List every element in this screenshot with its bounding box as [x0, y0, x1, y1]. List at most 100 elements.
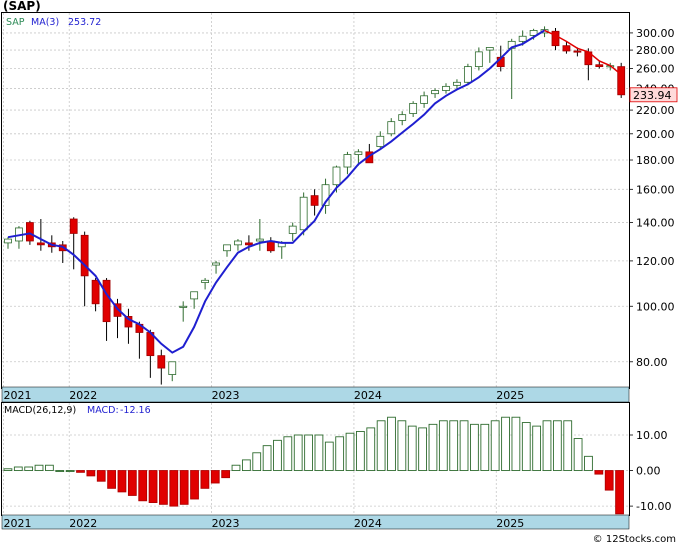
macd-bar-positive — [273, 439, 282, 472]
macd-bar-positive — [407, 425, 417, 472]
macd-bar-negative — [200, 470, 210, 489]
macd-bar-positive — [3, 468, 13, 472]
price-tick-label: 180.00 — [636, 154, 675, 167]
macd-bar-positive — [542, 420, 552, 472]
macd-bar-positive — [470, 423, 479, 472]
x-tick-label: 2024 — [354, 517, 382, 530]
legend-macd-label: MACD: — [87, 405, 119, 416]
macd-x-axis-band — [1, 514, 630, 530]
macd-bar-positive — [45, 464, 54, 472]
chart-title: (SAP) — [3, 0, 41, 13]
macd-bar-positive — [573, 438, 583, 472]
candle-body — [442, 85, 450, 91]
macd-bar-positive — [521, 422, 531, 472]
x-tick-label: 2022 — [69, 517, 97, 530]
macd-bar-positive — [449, 420, 459, 472]
macd-bar-negative — [169, 470, 179, 507]
candle-up — [299, 192, 308, 236]
macd-bar-negative — [107, 470, 116, 489]
price-tick-label: 200.00 — [636, 128, 675, 141]
macd-bar-negative — [159, 470, 168, 505]
macd-bar-positive — [563, 420, 573, 472]
candle-body — [518, 35, 527, 42]
candle-body — [102, 279, 111, 323]
candle-body — [201, 279, 210, 283]
candle-body — [168, 361, 177, 375]
macd-bar-positive — [511, 416, 521, 472]
candle-body — [398, 114, 407, 121]
candle-up — [474, 47, 483, 71]
macd-bar-negative — [127, 470, 137, 496]
candle-body — [234, 240, 242, 246]
macd-bar-negative — [615, 470, 624, 515]
candle-up — [431, 88, 439, 98]
candle-up — [463, 63, 472, 86]
candle-up — [420, 91, 429, 108]
macd-bar-positive — [459, 420, 469, 472]
legend-ma3: MA(3) — [31, 17, 59, 28]
candle-up — [387, 118, 396, 137]
price-tick-label: 140.00 — [636, 217, 675, 230]
macd-bar-negative — [210, 470, 220, 484]
price-tick-label: 120.00 — [636, 255, 675, 268]
price-grid — [2, 13, 629, 388]
candle-body — [551, 30, 560, 47]
candle-up — [201, 278, 210, 290]
price-tick-label: 80.00 — [636, 356, 668, 369]
candle-up — [234, 239, 242, 251]
x-tick-label: 2021 — [4, 389, 32, 402]
legend-sap: SAP — [6, 17, 25, 28]
candle-body — [36, 242, 45, 246]
price-x-axis-band — [1, 386, 630, 403]
candle-body — [474, 51, 483, 68]
candle-body — [409, 102, 418, 114]
candle-body — [157, 355, 166, 369]
candle-up — [409, 101, 418, 117]
macd-bar-positive — [231, 464, 241, 472]
macd-tick-label: 0.00 — [636, 465, 661, 478]
x-axis-labels: 2021 2021 2022 2022 2023 2023 2024 2024 2025 2025 — [4, 389, 525, 530]
macd-bar-positive — [314, 434, 324, 472]
candle-up — [343, 151, 352, 175]
macd-bar-positive — [584, 455, 593, 472]
ma3-line — [7, 29, 546, 354]
macd-bar-positive — [532, 425, 542, 472]
candle-body — [310, 195, 319, 206]
candle-body — [376, 135, 385, 147]
legend-macd-value: -12.16 — [120, 405, 151, 416]
candle-up — [179, 301, 188, 322]
macd-bar-negative — [86, 470, 96, 477]
candle-body — [529, 30, 538, 36]
macd-bar-positive — [552, 420, 562, 472]
candle-down — [157, 349, 166, 385]
macd-bar-positive — [293, 434, 303, 472]
candle-down — [91, 278, 100, 312]
macd-bar-negative — [117, 470, 127, 493]
candle-body — [354, 151, 363, 155]
candle-body — [562, 45, 571, 52]
macd-bar-negative — [604, 470, 614, 491]
candle-body — [453, 81, 461, 86]
x-tick-label: 2022 — [69, 389, 97, 402]
candle-down — [244, 235, 253, 251]
candle-body — [387, 121, 396, 135]
candle-body — [223, 244, 231, 252]
candle-body — [332, 166, 341, 186]
candle-body — [212, 262, 220, 266]
macd-bar-positive — [283, 436, 293, 472]
candle-up — [212, 260, 220, 274]
macd-bar-negative — [96, 470, 106, 482]
macd-tick-label: 10.00 — [636, 429, 668, 442]
macd-bar-positive — [324, 441, 334, 472]
macd-bar-positive — [335, 436, 345, 472]
candle-body — [420, 95, 429, 104]
macd-legend: MACD(26,12,9) MACD: -12.16 — [4, 405, 151, 416]
candle-body — [343, 154, 352, 168]
candle-body — [266, 240, 275, 252]
candle-body — [431, 90, 439, 95]
candle-up — [255, 219, 264, 251]
candle-up — [398, 111, 407, 126]
x-tick-label: 2023 — [212, 389, 240, 402]
candle-down — [595, 60, 604, 69]
